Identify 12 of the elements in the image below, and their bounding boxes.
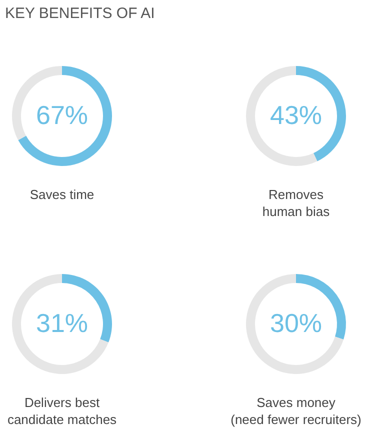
text: Saves time: [30, 187, 94, 202]
text: Delivers best candidate matches: [7, 395, 118, 427]
data-label: 31%: [36, 308, 88, 338]
donut-slice: [246, 274, 344, 374]
chart-title: KEY BENEFITS OF AI: [5, 5, 155, 22]
data-label: 43%: [270, 100, 322, 130]
donut-slice: [12, 274, 108, 374]
donut-slice: [18, 66, 112, 166]
data-label: 30%: [270, 308, 322, 338]
text: Saves money (need fewer recruiters): [230, 395, 362, 427]
text: Removes human bias: [262, 187, 330, 219]
data-label: 67%: [36, 100, 88, 130]
